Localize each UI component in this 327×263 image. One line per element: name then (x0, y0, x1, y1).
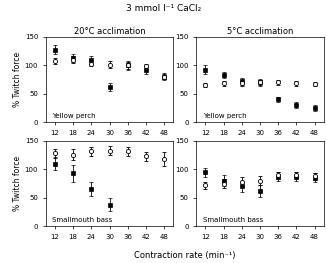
Y-axis label: % Twitch force: % Twitch force (13, 156, 22, 211)
Title: 5°C acclimation: 5°C acclimation (227, 27, 293, 36)
Text: Contraction rate (min⁻¹): Contraction rate (min⁻¹) (134, 251, 235, 260)
Text: Yellow perch: Yellow perch (203, 113, 246, 119)
Y-axis label: % Twitch force: % Twitch force (13, 52, 22, 107)
Text: Yellow perch: Yellow perch (52, 113, 96, 119)
Text: 3 mmol l⁻¹ CaCl₂: 3 mmol l⁻¹ CaCl₂ (126, 4, 201, 13)
Title: 20°C acclimation: 20°C acclimation (74, 27, 145, 36)
Text: Smallmouth bass: Smallmouth bass (203, 217, 263, 223)
Text: Smallmouth bass: Smallmouth bass (52, 217, 112, 223)
